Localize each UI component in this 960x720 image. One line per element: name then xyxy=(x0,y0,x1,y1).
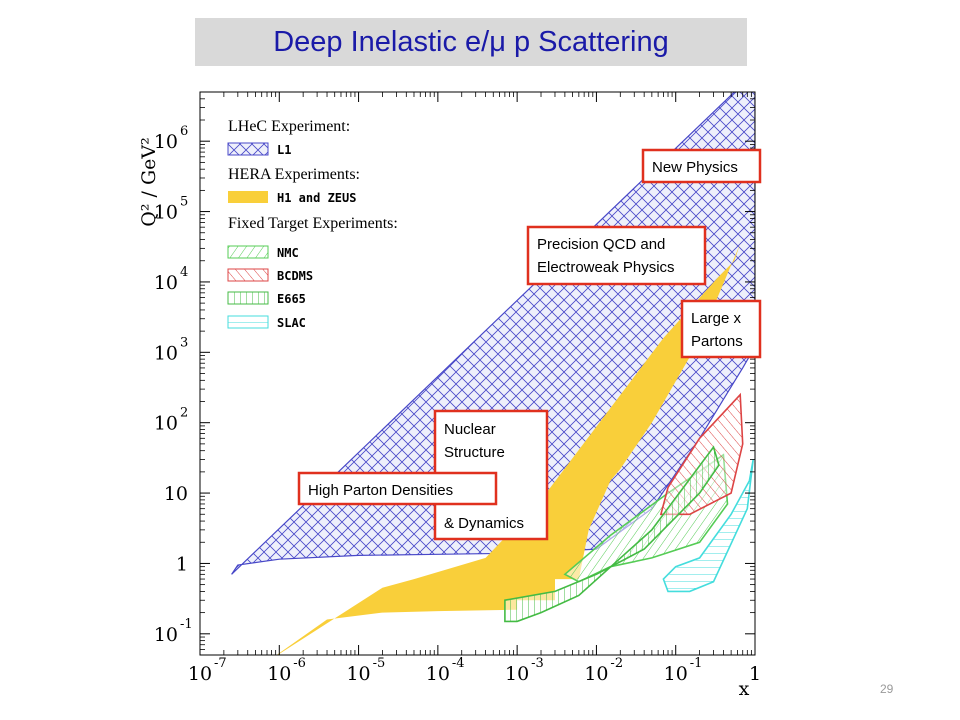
x-tick-label: 10 xyxy=(584,663,608,685)
annotation-high-parton-densities: High Parton Densities xyxy=(297,471,498,506)
region-bcdms xyxy=(659,392,744,516)
legend-swatch-nmc xyxy=(227,245,269,259)
x-tick-label: 10 xyxy=(267,663,291,685)
region-e665 xyxy=(504,445,720,623)
annotation-large-x: Large x Partons xyxy=(680,299,762,359)
legend-heading-fixed-target: Fixed Target Experiments: xyxy=(228,215,398,232)
annotation-large-x-line-2: Partons xyxy=(691,333,743,350)
region-hera xyxy=(276,243,741,655)
legend-swatch-slac xyxy=(227,315,269,329)
annotation-new-physics: New Physics xyxy=(641,148,762,184)
legend-label-slac: SLAC xyxy=(277,316,306,330)
page-number: 29 xyxy=(880,682,894,696)
y-tick-exponent: 3 xyxy=(180,335,188,350)
y-tick-label: 10 xyxy=(154,342,178,364)
legend-swatch-e665 xyxy=(227,291,269,305)
x-tick-label: 10 xyxy=(188,663,212,685)
x-tick-exponent: -2 xyxy=(610,656,623,671)
y-tick-exponent: 2 xyxy=(180,406,188,421)
legend-swatch-hera xyxy=(228,191,268,203)
y-tick-label: 10 xyxy=(154,272,178,294)
legend-heading-hera: HERA Experiments: xyxy=(228,166,360,183)
annotation-precision-qcd-line-1: Precision QCD and xyxy=(537,236,665,253)
annotation-nuclear-line-2: Structure xyxy=(444,444,505,461)
annotation-high-parton-line-1: High Parton Densities xyxy=(308,482,453,499)
legend-label-l1: L1 xyxy=(277,143,291,157)
region-slac xyxy=(662,459,754,593)
legend-label-hera: H1 and ZEUS xyxy=(277,191,356,205)
annotation-large-x-line-1: Large x xyxy=(691,310,742,327)
x-tick-label: 10 xyxy=(346,663,370,685)
y-tick-label: 10 xyxy=(154,202,178,224)
x-tick-label: 10 xyxy=(426,663,450,685)
x-tick-exponent: -1 xyxy=(690,656,703,671)
y-tick-label: 10 xyxy=(164,483,188,505)
annotation-nuclear-line-4: & Dynamics xyxy=(444,515,524,532)
y-axis-label-text: Q² / GeV² xyxy=(138,137,160,226)
legend-label-e665: E665 xyxy=(277,292,306,306)
y-tick-exponent: 5 xyxy=(180,195,188,210)
annotation-precision-qcd-line-2: Electroweak Physics xyxy=(537,259,675,276)
legend-swatch-l1 xyxy=(227,142,269,156)
y-tick-label: 1 xyxy=(176,553,188,575)
annotation-nuclear-line-1: Nuclear xyxy=(444,421,496,438)
x-tick-exponent: -3 xyxy=(531,656,544,671)
legend: LHeC Experiment: L1 HERA Experiments: H1… xyxy=(227,118,398,330)
x-tick-label: 10 xyxy=(664,663,688,685)
x-tick-label: 10 xyxy=(505,663,529,685)
y-tick-label: 10 xyxy=(154,413,178,435)
annotation-new-physics-line-1: New Physics xyxy=(652,159,738,176)
y-tick-exponent: -1 xyxy=(180,617,193,632)
y-tick-label: 10 xyxy=(154,131,178,153)
legend-swatch-bcdms xyxy=(227,268,269,282)
legend-heading-lhec: LHeC Experiment: xyxy=(228,118,350,135)
slide-title: Deep Inelastic e/μ p Scattering xyxy=(273,26,669,58)
x-tick-label: 1 xyxy=(749,663,761,685)
x-axis-label: x xyxy=(739,678,750,700)
y-tick-label: 10 xyxy=(154,624,178,646)
annotation-precision-qcd: Precision QCD and Electroweak Physics xyxy=(526,225,707,286)
x-tick-exponent: -6 xyxy=(293,656,306,671)
x-tick-exponent: -4 xyxy=(452,656,465,671)
x-tick-exponent: -5 xyxy=(373,656,386,671)
y-tick-exponent: 6 xyxy=(180,124,188,139)
y-axis-label: Q² / GeV² xyxy=(138,137,160,226)
legend-label-bcdms: BCDMS xyxy=(277,269,313,283)
annotations: New Physics Precision QCD and Electrowea… xyxy=(297,148,762,541)
x-tick-exponent: -7 xyxy=(214,656,227,671)
legend-label-nmc: NMC xyxy=(277,246,299,260)
title-box: Deep Inelastic e/μ p Scattering xyxy=(195,18,747,66)
y-tick-exponent: 4 xyxy=(180,265,188,280)
